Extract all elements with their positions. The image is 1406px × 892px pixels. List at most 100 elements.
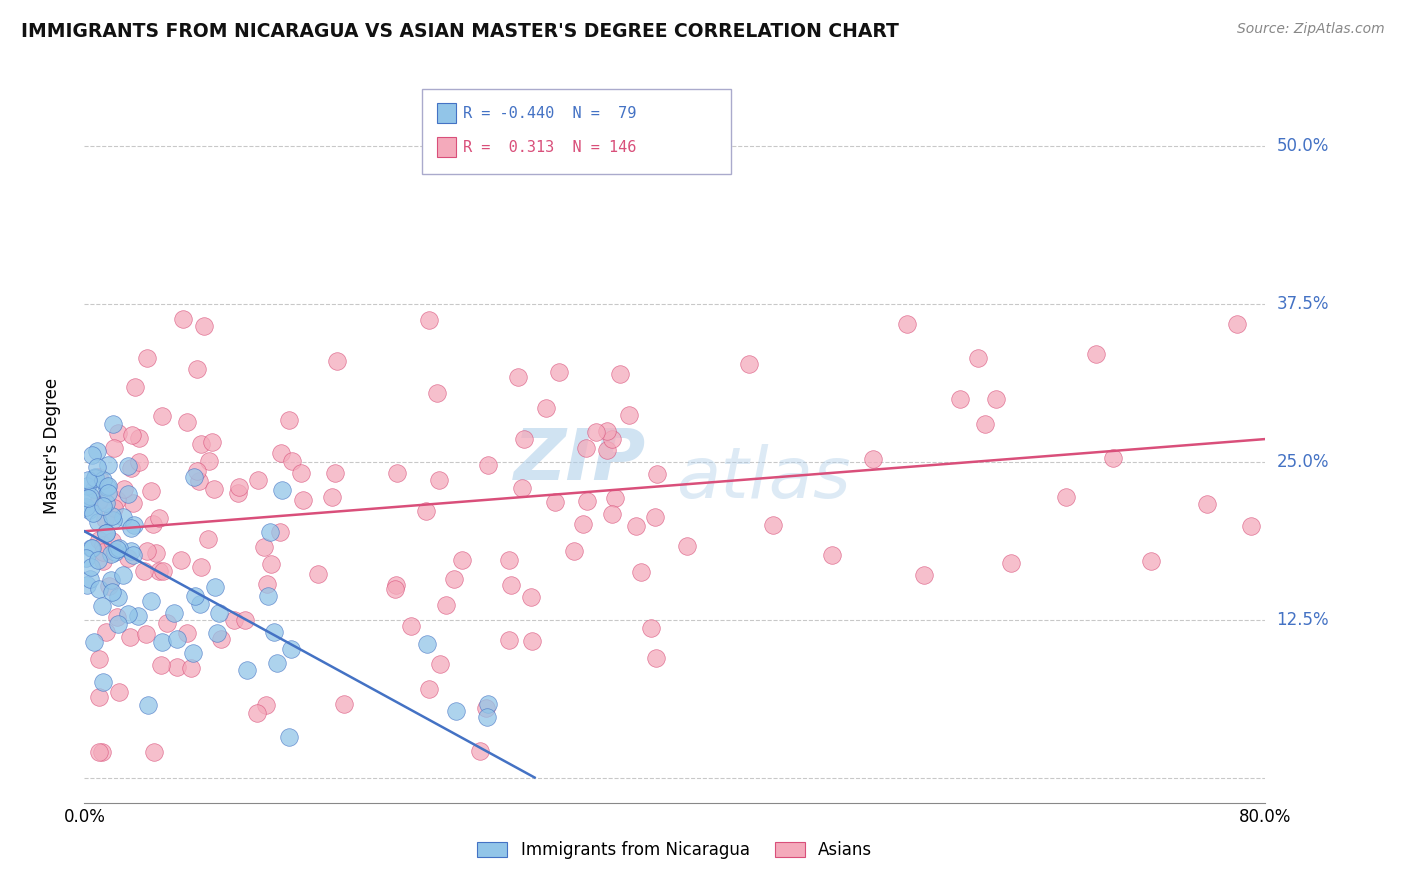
Point [263,624,285,639]
Point [949,392,972,407]
Point [150,634,173,648]
Point [76,578,98,592]
Point [149,657,172,672]
Point [596,442,619,457]
Point [176,416,198,430]
Point [418,313,440,327]
Point [101,533,124,548]
Point [1140,554,1163,568]
Point [103,500,125,515]
Point [87,690,111,705]
Point [254,698,277,713]
Point [326,354,349,368]
Point [87,652,111,666]
Point [112,482,135,496]
Point [562,543,585,558]
Point [429,657,451,671]
Point [513,432,536,446]
Point [83,471,105,485]
Point [172,312,194,326]
Point [323,466,346,480]
Point [270,446,292,460]
Point [91,473,114,487]
Point [644,650,666,665]
Point [117,487,139,501]
Point [544,495,567,509]
Point [415,637,437,651]
Point [86,553,108,567]
Point [585,425,607,439]
Point [79,559,101,574]
Point [385,578,408,592]
Point [107,616,129,631]
Text: R = -0.440  N =  79: R = -0.440 N = 79 [463,106,636,120]
Point [498,633,520,648]
Point [426,386,449,401]
Point [136,698,159,713]
Point [87,533,111,547]
Point [121,461,143,475]
Point [1000,557,1022,571]
Text: atlas: atlas [676,443,851,513]
Point [209,632,232,647]
Point [104,545,127,559]
Point [233,613,256,627]
Point [87,469,111,483]
Point [477,458,499,472]
Text: 12.5%: 12.5% [1277,611,1329,629]
Point [640,621,662,635]
Point [260,557,283,571]
Point [97,458,120,472]
Point [609,367,631,381]
Point [762,517,785,532]
Point [156,615,179,630]
Point [77,503,100,517]
Point [1054,490,1077,504]
Point [148,564,170,578]
Point [290,467,312,481]
Point [501,578,523,592]
Point [87,515,110,529]
Point [120,521,142,535]
Point [97,479,120,493]
Point [79,572,101,586]
Point [96,625,118,640]
Point [198,454,221,468]
Point [256,590,278,604]
Text: 25.0%: 25.0% [1277,453,1329,471]
Point [108,685,131,699]
Point [1195,497,1218,511]
Point [91,499,114,513]
Point [187,475,209,489]
Point [91,545,114,559]
Point [450,553,472,567]
Point [508,370,530,384]
Point [821,549,844,563]
Point [139,484,162,499]
Point [90,745,112,759]
Point [101,585,124,599]
Point [122,496,145,510]
Point [87,745,111,759]
Point [108,541,131,555]
Point [183,470,205,484]
Point [120,543,142,558]
Point [415,504,437,518]
Point [259,524,281,539]
Point [204,580,226,594]
Point [77,473,100,487]
Legend: Immigrants from Nicaragua, Asians: Immigrants from Nicaragua, Asians [471,835,879,866]
Point [83,483,105,497]
Point [600,507,623,521]
Point [201,434,224,449]
Point [443,572,465,586]
Point [644,510,666,524]
Point [1084,347,1107,361]
Point [645,467,668,481]
Point [101,417,124,431]
Point [150,409,173,423]
Point [124,380,146,394]
Point [984,392,1007,406]
Point [97,486,120,500]
Point [141,594,163,608]
